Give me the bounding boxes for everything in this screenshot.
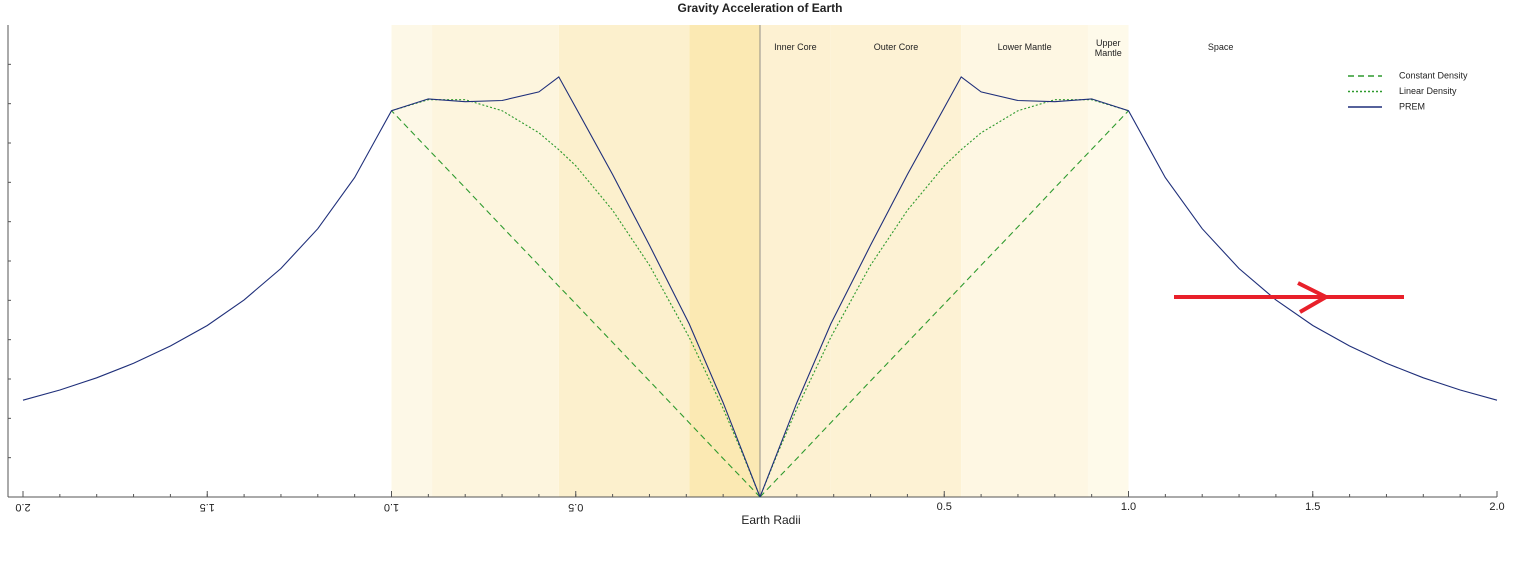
legend-label: PREM (1399, 101, 1425, 111)
layer-band-mirror (23, 25, 392, 497)
series-line (759, 99, 1129, 498)
legend-label: Linear Density (1399, 86, 1457, 96)
series-line (759, 110, 1129, 498)
layer-label: Space (1207, 42, 1234, 52)
x-tick-label-mirror: 1.0 (384, 501, 399, 513)
series-line-mirror (391, 110, 761, 498)
layer-label: Upper Mantle (1094, 38, 1122, 58)
layer-label: Lower Mantle (997, 42, 1052, 52)
layer-band (961, 25, 1088, 497)
layer-band-mirror (391, 25, 433, 497)
x-tick-label: 1.5 (1305, 501, 1320, 513)
layer-band (760, 25, 831, 497)
x-tick-label-mirror: 1.5 (200, 501, 215, 513)
x-tick-label: 1.0 (1121, 501, 1136, 513)
x-tick-label-mirror: 2.0 (15, 501, 30, 513)
layer-band (1087, 25, 1129, 497)
x-tick-label: 2.0 (1489, 501, 1504, 513)
layer-label: Inner Core (774, 42, 817, 52)
legend: Constant Density Linear Density PREM (1348, 70, 1468, 111)
series-line-mirror (391, 99, 761, 498)
layer-band (830, 25, 962, 497)
series-line (759, 76, 1498, 498)
layer-band-mirror (689, 25, 760, 497)
layer-band (1128, 25, 1497, 497)
chart-title: Gravity Acceleration of Earth (678, 1, 843, 15)
legend-label: Constant Density (1399, 70, 1468, 80)
x-tick-label-mirror: 0.5 (568, 501, 583, 513)
layers (23, 25, 1497, 497)
layer-band-mirror (558, 25, 690, 497)
x-axis-title: Earth Radii (741, 513, 800, 527)
series-line-mirror (22, 76, 761, 498)
layer-band-mirror (432, 25, 559, 497)
layer-label: Outer Core (873, 42, 919, 52)
x-tick-label: 0.5 (937, 501, 952, 513)
